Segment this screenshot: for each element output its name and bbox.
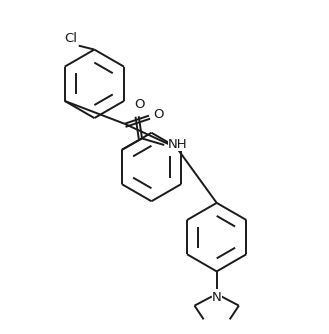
Text: NH: NH [168,138,188,151]
Text: O: O [134,99,145,111]
Text: N: N [212,291,221,304]
Text: O: O [153,109,164,122]
Text: Cl: Cl [64,32,77,45]
